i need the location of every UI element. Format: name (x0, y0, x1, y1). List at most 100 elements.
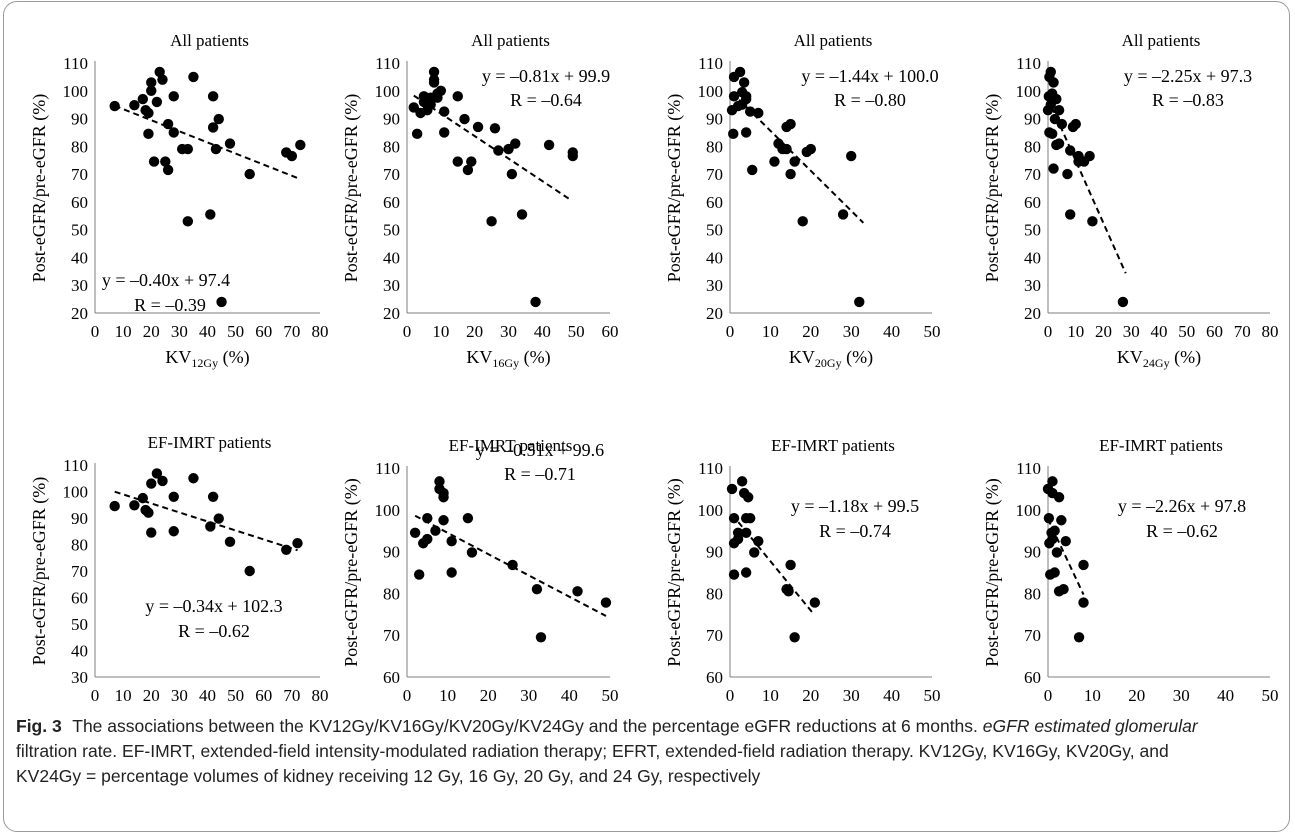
x-tick-label: 50 (924, 322, 941, 341)
correlation-label: R = –0.83 (1152, 90, 1224, 110)
data-point (1047, 533, 1058, 545)
regression-equation: y = –0.34x + 102.3 (145, 596, 282, 616)
data-point (805, 143, 816, 155)
x-tick-label: 10 (432, 322, 449, 341)
x-tick-label: 0 (1044, 322, 1053, 341)
data-point (430, 525, 441, 536)
y-tick-label: 100 (63, 82, 89, 101)
data-point (1053, 492, 1065, 503)
caption-intro: The associations between the KV12Gy/KV16… (72, 716, 978, 736)
correlation-label: R = –0.71 (504, 464, 576, 484)
scatter-chart-8: EF-IMRT patients 60 70 80 90 100 110 0 10 20 30 40 5… (982, 436, 1279, 712)
scatter-chart-2: All patients 20 30 40 50 60 70 80 90 100 110 0 10 20 3… (341, 31, 619, 370)
x-tick-label: 20 (802, 322, 819, 341)
data-point (422, 512, 433, 524)
data-point (434, 476, 445, 487)
data-point (207, 491, 219, 502)
y-tick-label: 80 (1024, 137, 1041, 156)
x-tick-label: 30 (1173, 686, 1190, 705)
data-point (428, 77, 440, 88)
y-tick-label: 30 (706, 276, 723, 295)
y-tick-label: 30 (383, 276, 400, 295)
data-point (157, 74, 168, 85)
data-point (452, 156, 463, 167)
data-point (137, 93, 149, 105)
chart-title: EF-IMRT patients (771, 436, 895, 455)
data-point (446, 567, 457, 578)
y-tick-label: 60 (383, 193, 400, 212)
data-point (462, 164, 474, 176)
data-point (506, 168, 518, 180)
data-point (1045, 66, 1056, 78)
data-point (188, 71, 199, 83)
data-point (510, 138, 521, 149)
regression-equation: y = –2.26x + 97.8 (1118, 496, 1246, 516)
data-point (846, 150, 857, 162)
data-point (1048, 77, 1059, 88)
y-tick-label: 100 (1016, 82, 1042, 101)
data-point (753, 535, 764, 547)
data-point (785, 559, 796, 571)
y-axis-label: Post-eGFR/pre-eGFR (%) (341, 94, 362, 282)
y-tick-label: 90 (706, 543, 723, 562)
y-tick-label: 90 (1024, 543, 1041, 562)
y-tick-label: 90 (383, 110, 400, 129)
x-tick-label: 50 (227, 322, 244, 341)
x-tick-label: 30 (843, 322, 860, 341)
chart-title: All patients (1122, 31, 1201, 50)
data-point (216, 296, 227, 308)
x-tick-label: 70 (283, 686, 300, 705)
x-tick-label: 40 (1217, 686, 1234, 705)
regression-equation: y = –0.81x + 99.9 (482, 66, 610, 86)
data-point (244, 565, 255, 577)
y-tick-label: 30 (71, 276, 88, 295)
x-tick-label: 80 (312, 322, 329, 341)
x-tick-label: 10 (762, 686, 779, 705)
x-tick-label: 10 (1084, 686, 1101, 705)
data-point (435, 85, 447, 96)
y-tick-label: 50 (383, 221, 400, 240)
y-tick-label: 110 (63, 54, 88, 73)
y-tick-label: 90 (71, 509, 88, 528)
data-point (146, 85, 157, 96)
y-tick-label: 110 (375, 459, 400, 478)
data-point (428, 66, 440, 78)
data-point (1049, 525, 1060, 536)
y-tick-label: 80 (383, 584, 400, 603)
y-tick-label: 30 (1024, 276, 1041, 295)
x-tick-label: 0 (91, 686, 100, 705)
y-tick-label: 40 (706, 248, 723, 267)
x-tick-label: 30 (171, 686, 188, 705)
x-tick-label: 80 (1262, 322, 1279, 341)
x-tick-label: 0 (726, 686, 735, 705)
chart-title: EF-IMRT patients (1099, 436, 1223, 455)
x-axis-label: KV16Gy (%) (466, 711, 550, 712)
chart-title: EF-IMRT patients (148, 433, 272, 452)
data-point (1087, 216, 1098, 227)
correlation-label: R = –0.74 (819, 521, 891, 541)
y-tick-label: 50 (1024, 221, 1041, 240)
data-point (182, 216, 194, 227)
y-tick-label: 70 (383, 626, 400, 645)
x-axis-label: KV20Gy (%) (789, 711, 873, 712)
y-tick-label: 80 (71, 536, 88, 555)
y-tick-label: 100 (375, 501, 401, 520)
data-point (459, 113, 470, 125)
figure-frame (3, 1, 1290, 832)
data-point (146, 527, 157, 538)
x-axis-label: KV24Gy (%) (1117, 711, 1201, 712)
x-tick-label: 40 (561, 686, 578, 705)
data-point (1078, 597, 1089, 608)
scatter-chart-7: EF-IMRT patients 60 70 80 90 100 110 0 10 20 30 40 5… (664, 436, 941, 712)
data-point (466, 156, 477, 167)
x-axis-label: KV20Gy (%) (789, 347, 873, 370)
trendline (414, 514, 607, 617)
data-point (452, 91, 463, 102)
data-point (151, 468, 163, 479)
x-axis-label: KV24Gy (%) (1117, 347, 1201, 370)
data-point (422, 533, 433, 545)
x-tick-label: 30 (520, 686, 537, 705)
data-point (281, 544, 292, 555)
trendline (114, 104, 301, 181)
data-point (472, 121, 484, 133)
